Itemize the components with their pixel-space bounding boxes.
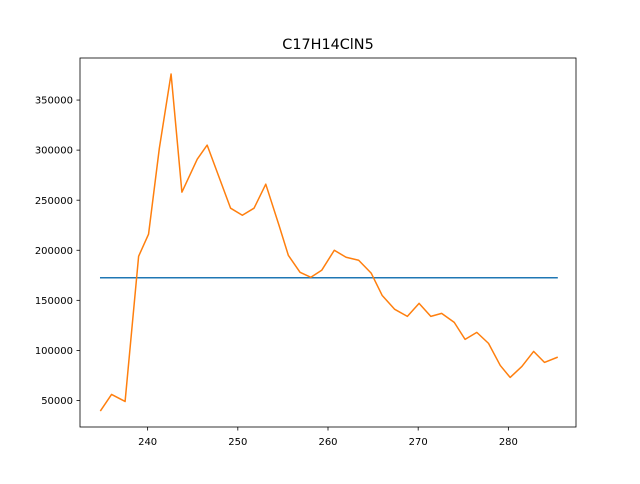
chart-title: C17H14ClN5 [282, 37, 373, 53]
y-tick-label: 300000 [35, 146, 73, 157]
y-tick-label: 150000 [35, 296, 73, 307]
x-tick-label: 240 [138, 437, 157, 448]
plot-area: 240 250 260 270 280 50000 100000 150000 200000 25… [35, 57, 577, 448]
x-tick-label: 260 [318, 437, 337, 448]
x-tick-label: 270 [409, 437, 428, 448]
y-tick-label: 200000 [35, 246, 73, 257]
x-tick-label: 280 [499, 437, 518, 448]
y-tick-label: 250000 [35, 196, 73, 207]
y-tick-label: 100000 [35, 346, 73, 357]
y-tick-label: 50000 [41, 396, 73, 407]
x-tick-label: 250 [228, 437, 247, 448]
series-line-2 [99, 73, 559, 412]
y-tick-label: 350000 [35, 96, 73, 107]
